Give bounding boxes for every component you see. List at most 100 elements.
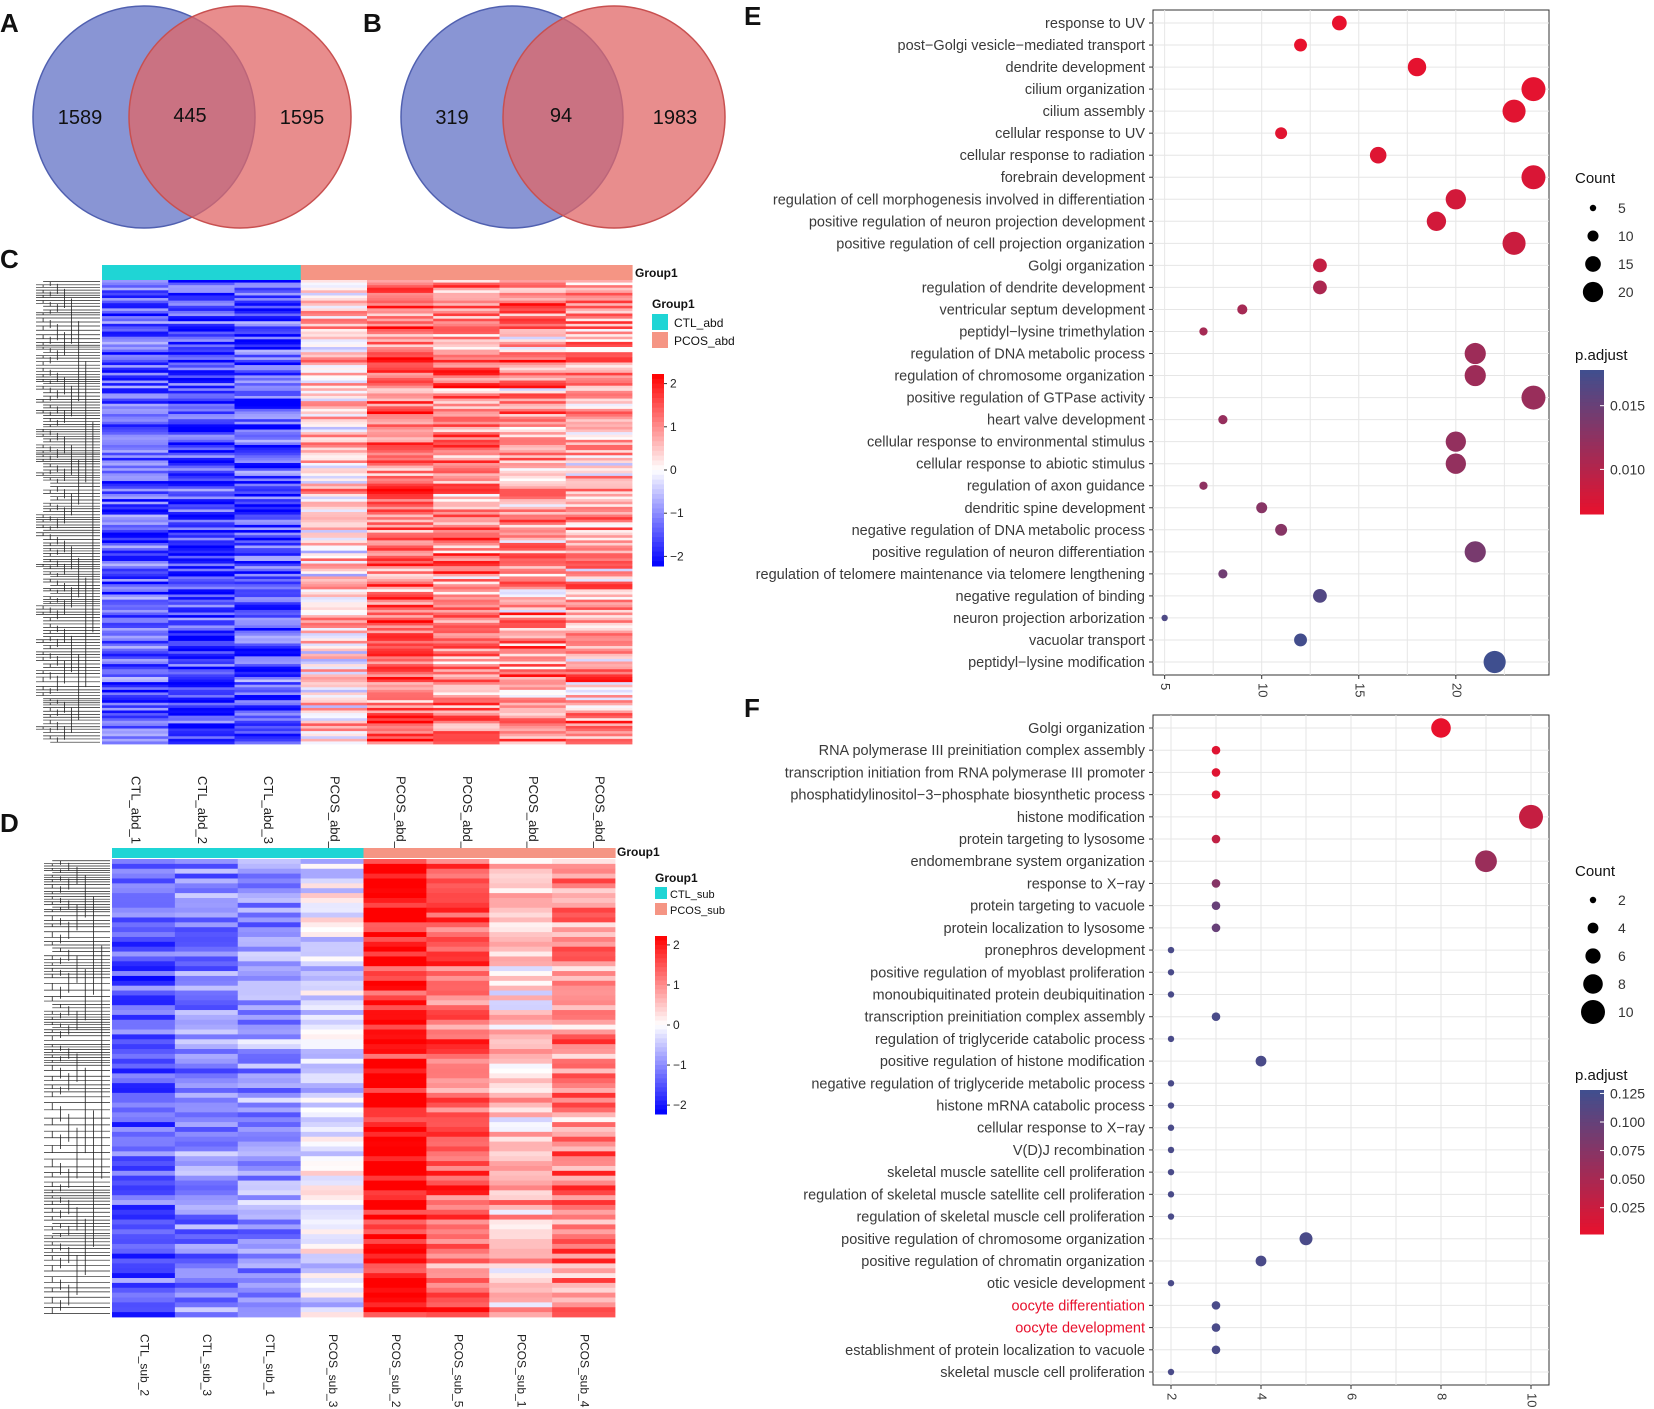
heatmap-cell	[433, 643, 500, 647]
heatmap-cell	[102, 725, 169, 729]
heatmap-cell	[426, 1019, 490, 1026]
heatmap-cell	[426, 1248, 490, 1255]
heatmap-cell	[174, 1088, 239, 1094]
heatmap-cell	[426, 1058, 490, 1065]
heatmap-cell	[168, 504, 235, 508]
heatmap-cell	[112, 1234, 176, 1240]
heatmap-cell	[499, 723, 567, 727]
heatmap-cell	[363, 1204, 427, 1211]
heatmap-cell	[174, 1165, 239, 1172]
heatmap-cell	[112, 1019, 176, 1026]
heatmap-cell	[552, 1214, 616, 1220]
heatmap-cell	[300, 473, 368, 477]
heatmap-cell	[234, 628, 302, 631]
heatmap-cell	[433, 736, 500, 740]
heatmap-cell	[300, 584, 368, 588]
heatmap-cell	[552, 863, 616, 870]
heatmap-cell	[565, 478, 633, 482]
heatmap-cell	[174, 1282, 239, 1289]
heatmap-cell	[489, 1092, 553, 1099]
heatmap-cell	[367, 290, 434, 294]
heatmap-cell	[363, 1302, 427, 1308]
heatmap-cell	[565, 468, 633, 472]
heatmap-cell	[300, 388, 368, 392]
heatmap-cell	[168, 651, 235, 655]
heatmap-cell	[174, 1292, 239, 1298]
heatmap-cell	[168, 486, 235, 490]
heatmap-cell	[102, 609, 169, 613]
heatmap-cell	[499, 321, 567, 325]
heatmap-cell	[174, 1185, 239, 1191]
color-scale-segment	[655, 1002, 667, 1008]
heatmap-cell	[300, 643, 368, 647]
heatmap-cell	[237, 878, 302, 884]
heatmap-cell	[489, 1175, 553, 1181]
heatmap-cell	[234, 282, 302, 286]
group-annotation-cell	[565, 265, 633, 280]
heatmap-cell	[112, 990, 176, 996]
color-scale-segment	[652, 479, 664, 485]
heatmap-cell	[426, 1185, 490, 1191]
heatmap-cell	[433, 452, 500, 456]
dot-point	[1521, 385, 1546, 410]
dot-point	[1255, 1255, 1267, 1267]
heatmap-cell	[102, 370, 169, 374]
heatmap-cell	[102, 728, 169, 732]
heatmap-cell	[499, 424, 567, 428]
heatmap-cell	[168, 558, 235, 562]
heatmap-cell	[112, 1278, 176, 1284]
dotplot-f-points	[1167, 718, 1543, 1376]
dot-point	[1199, 481, 1208, 490]
heatmap-cell	[102, 661, 169, 665]
heatmap-cell	[367, 452, 434, 456]
dot-point	[1294, 633, 1307, 647]
heatmap-cell	[102, 475, 169, 479]
term-label: positive regulation of neuron differenti…	[872, 545, 1145, 561]
heatmap-cell	[174, 878, 239, 884]
heatmap-cell	[433, 375, 500, 379]
heatmap-cell	[237, 1170, 302, 1177]
heatmap-cell	[174, 1151, 239, 1157]
heatmap-cell	[300, 1297, 364, 1303]
heatmap-cell	[499, 720, 567, 724]
term-label: regulation of dendrite development	[922, 280, 1145, 296]
heatmap-cell	[102, 602, 169, 606]
heatmap-c-cells	[102, 280, 633, 745]
heatmap-cell	[300, 1161, 364, 1167]
color-scale-segment	[655, 1016, 667, 1022]
heatmap-cell	[433, 468, 500, 472]
heatmap-cell	[552, 1224, 616, 1230]
heatmap-cell	[102, 509, 169, 513]
heatmap-cell	[234, 612, 302, 616]
heatmap-cell	[552, 1268, 616, 1274]
heatmap-column-label: PCOS_abd_2	[460, 776, 475, 856]
heatmap-cell	[102, 545, 169, 549]
heatmap-cell	[300, 1034, 364, 1040]
heatmap-cell	[234, 692, 302, 696]
heatmap-cell	[234, 635, 302, 639]
heatmap-cell	[489, 966, 553, 972]
color-scale-segment	[655, 1060, 667, 1066]
heatmap-cell	[102, 553, 169, 557]
heatmap-cell	[300, 493, 368, 497]
heatmap-cell	[552, 1297, 616, 1303]
dot-point	[1167, 969, 1175, 976]
heatmap-column-label: CTL_sub_1	[263, 1334, 277, 1396]
heatmap-cell	[112, 897, 176, 904]
heatmap-cell	[499, 584, 567, 588]
heatmap-cell	[168, 674, 235, 678]
dot-point	[1211, 790, 1221, 799]
heatmap-cell	[565, 349, 633, 353]
heatmap-cell	[367, 357, 434, 361]
heatmap-cell	[234, 715, 302, 719]
heatmap-cell	[168, 465, 235, 469]
heatmap-cell	[174, 1097, 239, 1104]
heatmap-cell	[363, 1019, 427, 1026]
heatmap-cell	[112, 927, 176, 933]
heatmap-cell	[489, 1185, 553, 1191]
heatmap-cell	[426, 1273, 490, 1279]
heatmap-cell	[300, 419, 368, 423]
heatmap-cell	[237, 897, 302, 904]
heatmap-cell	[237, 1175, 302, 1181]
heatmap-cell	[499, 280, 567, 283]
